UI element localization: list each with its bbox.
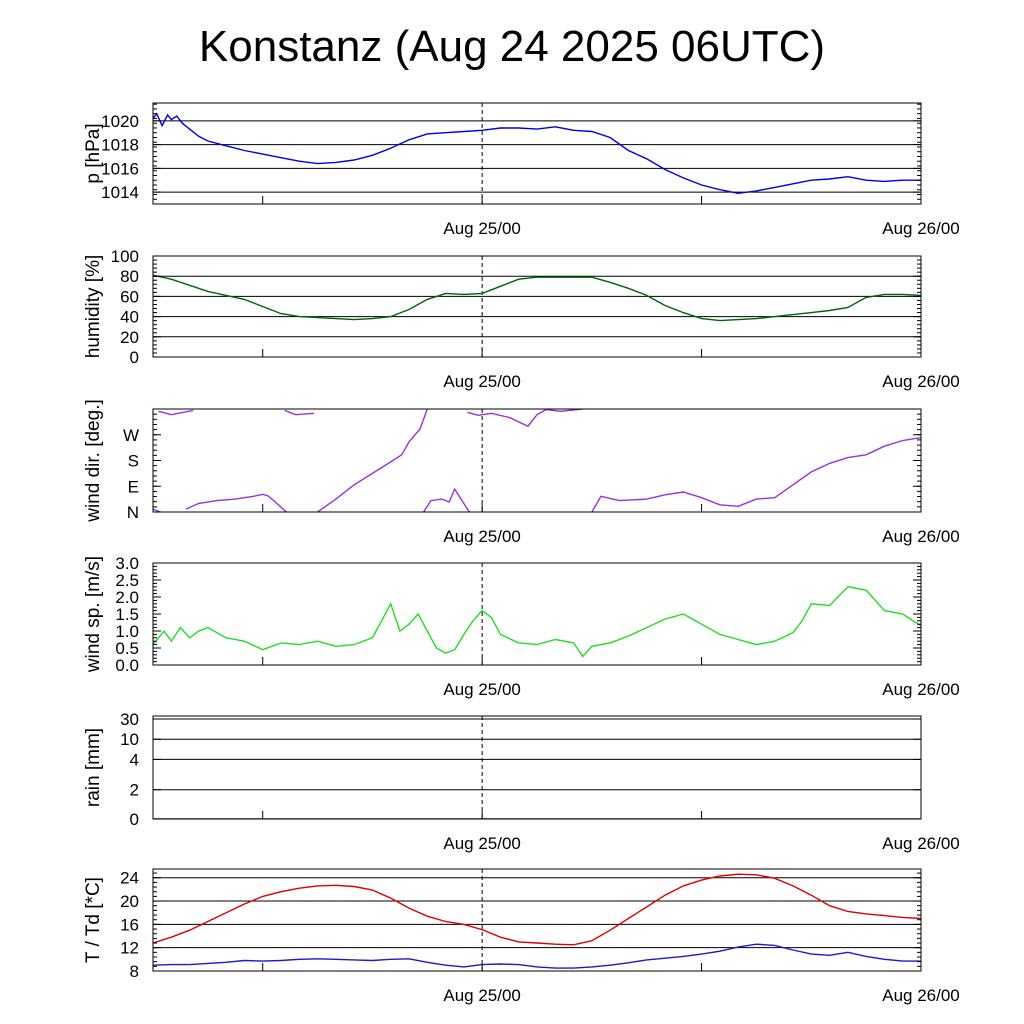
y-tick-label: 20 bbox=[120, 328, 139, 347]
y-tick-label: E bbox=[128, 477, 139, 496]
series-line bbox=[467, 409, 583, 428]
y-tick-label: N bbox=[127, 503, 139, 522]
x-tick-label: Aug 25/00 bbox=[443, 219, 521, 238]
panel-frame bbox=[152, 255, 922, 358]
y-tick-label: 1.5 bbox=[115, 605, 139, 624]
series-line bbox=[591, 436, 921, 512]
y-axis-label: rain [mm] bbox=[83, 728, 104, 807]
y-tick-label: 1014 bbox=[101, 183, 139, 202]
y-tick-label: 2.0 bbox=[115, 588, 139, 607]
y-tick-label: 0 bbox=[130, 810, 139, 829]
x-tick-label: Aug 25/00 bbox=[443, 986, 521, 1005]
y-tick-label: 8 bbox=[130, 962, 139, 981]
x-tick-label: Aug 25/00 bbox=[443, 527, 521, 546]
y-tick-label: 0 bbox=[130, 348, 139, 367]
y-tick-label: 1.0 bbox=[115, 622, 139, 641]
y-tick-label: 12 bbox=[120, 939, 139, 958]
x-tick-label: Aug 26/00 bbox=[882, 372, 960, 391]
series-line bbox=[158, 409, 194, 416]
series-line bbox=[153, 274, 921, 322]
y-tick-label: 1016 bbox=[101, 159, 139, 178]
y-tick-label: 10 bbox=[120, 730, 139, 749]
y-tick-label: 60 bbox=[120, 287, 139, 306]
series-line bbox=[153, 943, 921, 969]
y-tick-label: 0.0 bbox=[115, 656, 139, 675]
y-tick-label: 0.5 bbox=[115, 639, 139, 658]
y-tick-label: 2 bbox=[130, 781, 139, 800]
x-tick-label: Aug 26/00 bbox=[882, 219, 960, 238]
y-tick-label: 3.0 bbox=[115, 554, 139, 573]
x-tick-label: Aug 25/00 bbox=[443, 680, 521, 699]
y-tick-label: 80 bbox=[120, 267, 139, 286]
chart-title: Konstanz (Aug 24 2025 06UTC) bbox=[198, 22, 826, 71]
y-tick-label: 1020 bbox=[101, 112, 139, 131]
y-tick-label: 24 bbox=[120, 869, 139, 888]
y-tick-label: 100 bbox=[111, 247, 139, 266]
series-line bbox=[153, 873, 921, 946]
x-tick-label: Aug 26/00 bbox=[882, 527, 960, 546]
panel-frame bbox=[152, 715, 922, 820]
x-tick-label: Aug 26/00 bbox=[882, 834, 960, 853]
x-tick-label: Aug 25/00 bbox=[443, 372, 521, 391]
y-tick-label: 16 bbox=[120, 915, 139, 934]
y-tick-label: 1018 bbox=[101, 136, 139, 155]
x-tick-label: Aug 25/00 bbox=[443, 834, 521, 853]
series-line bbox=[284, 409, 314, 416]
panel-frame bbox=[152, 868, 922, 972]
series-line bbox=[185, 493, 287, 512]
y-tick-label: 2.5 bbox=[115, 571, 139, 590]
y-axis-label: T / Td [*C] bbox=[83, 877, 104, 963]
y-axis-label: wind sp. [m/s] bbox=[83, 556, 104, 673]
y-axis-label: humidity [%] bbox=[83, 255, 104, 358]
y-axis-label: wind dir. [deg.] bbox=[83, 399, 104, 523]
y-tick-label: W bbox=[123, 426, 139, 445]
panel-frame bbox=[152, 102, 922, 205]
y-tick-label: 4 bbox=[130, 750, 139, 769]
x-tick-label: Aug 26/00 bbox=[882, 986, 960, 1005]
x-tick-label: Aug 26/00 bbox=[882, 680, 960, 699]
y-tick-label: 30 bbox=[120, 710, 139, 729]
series-line bbox=[153, 586, 921, 658]
series-line bbox=[153, 112, 921, 195]
series-line bbox=[423, 487, 470, 512]
y-tick-label: S bbox=[128, 452, 139, 471]
series-line bbox=[317, 409, 428, 512]
y-axis-label: p [hPa] bbox=[83, 123, 104, 183]
y-tick-label: 20 bbox=[120, 892, 139, 911]
y-tick-label: 40 bbox=[120, 308, 139, 327]
